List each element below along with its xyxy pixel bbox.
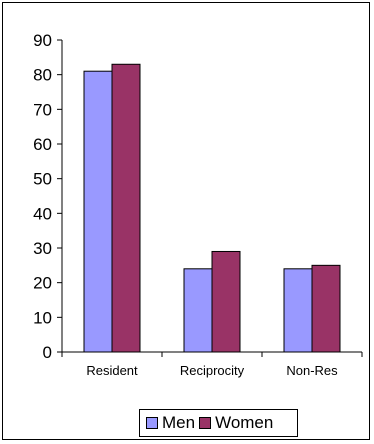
x-tick-label-non-res: Non-Res <box>286 363 338 378</box>
y-tick-label-90: 90 <box>33 31 52 50</box>
bar-women-reciprocity <box>211 250 241 353</box>
y-tick-label-20: 20 <box>33 274 52 293</box>
bar-men-non-res <box>283 268 313 353</box>
bar-men-resident <box>83 70 113 353</box>
y-tick-label-80: 80 <box>33 66 52 85</box>
chart-legend: Men Women <box>139 409 298 437</box>
legend-swatch-women <box>199 417 212 429</box>
bar-women-resident <box>111 63 141 353</box>
y-tick-label-40: 40 <box>33 204 52 223</box>
legend-swatch-men <box>146 417 158 429</box>
y-tick-label-50: 50 <box>33 170 52 189</box>
y-tick-label-10: 10 <box>33 308 52 327</box>
x-tick-label-resident: Resident <box>86 363 138 378</box>
bar-men-reciprocity <box>183 268 213 353</box>
x-tick-label-reciprocity: Reciprocity <box>180 363 245 378</box>
legend-item-women: Women <box>199 413 273 433</box>
legend-item-men: Men <box>146 413 195 433</box>
y-tick-label-60: 60 <box>33 135 52 154</box>
y-tick-label-30: 30 <box>33 239 52 258</box>
legend-label-men: Men <box>162 413 196 432</box>
y-tick-label-0: 0 <box>43 343 52 362</box>
bar-women-non-res <box>311 264 341 353</box>
legend-label-women: Women <box>215 413 274 432</box>
y-tick-label-70: 70 <box>33 100 52 119</box>
chart-frame <box>2 2 370 440</box>
